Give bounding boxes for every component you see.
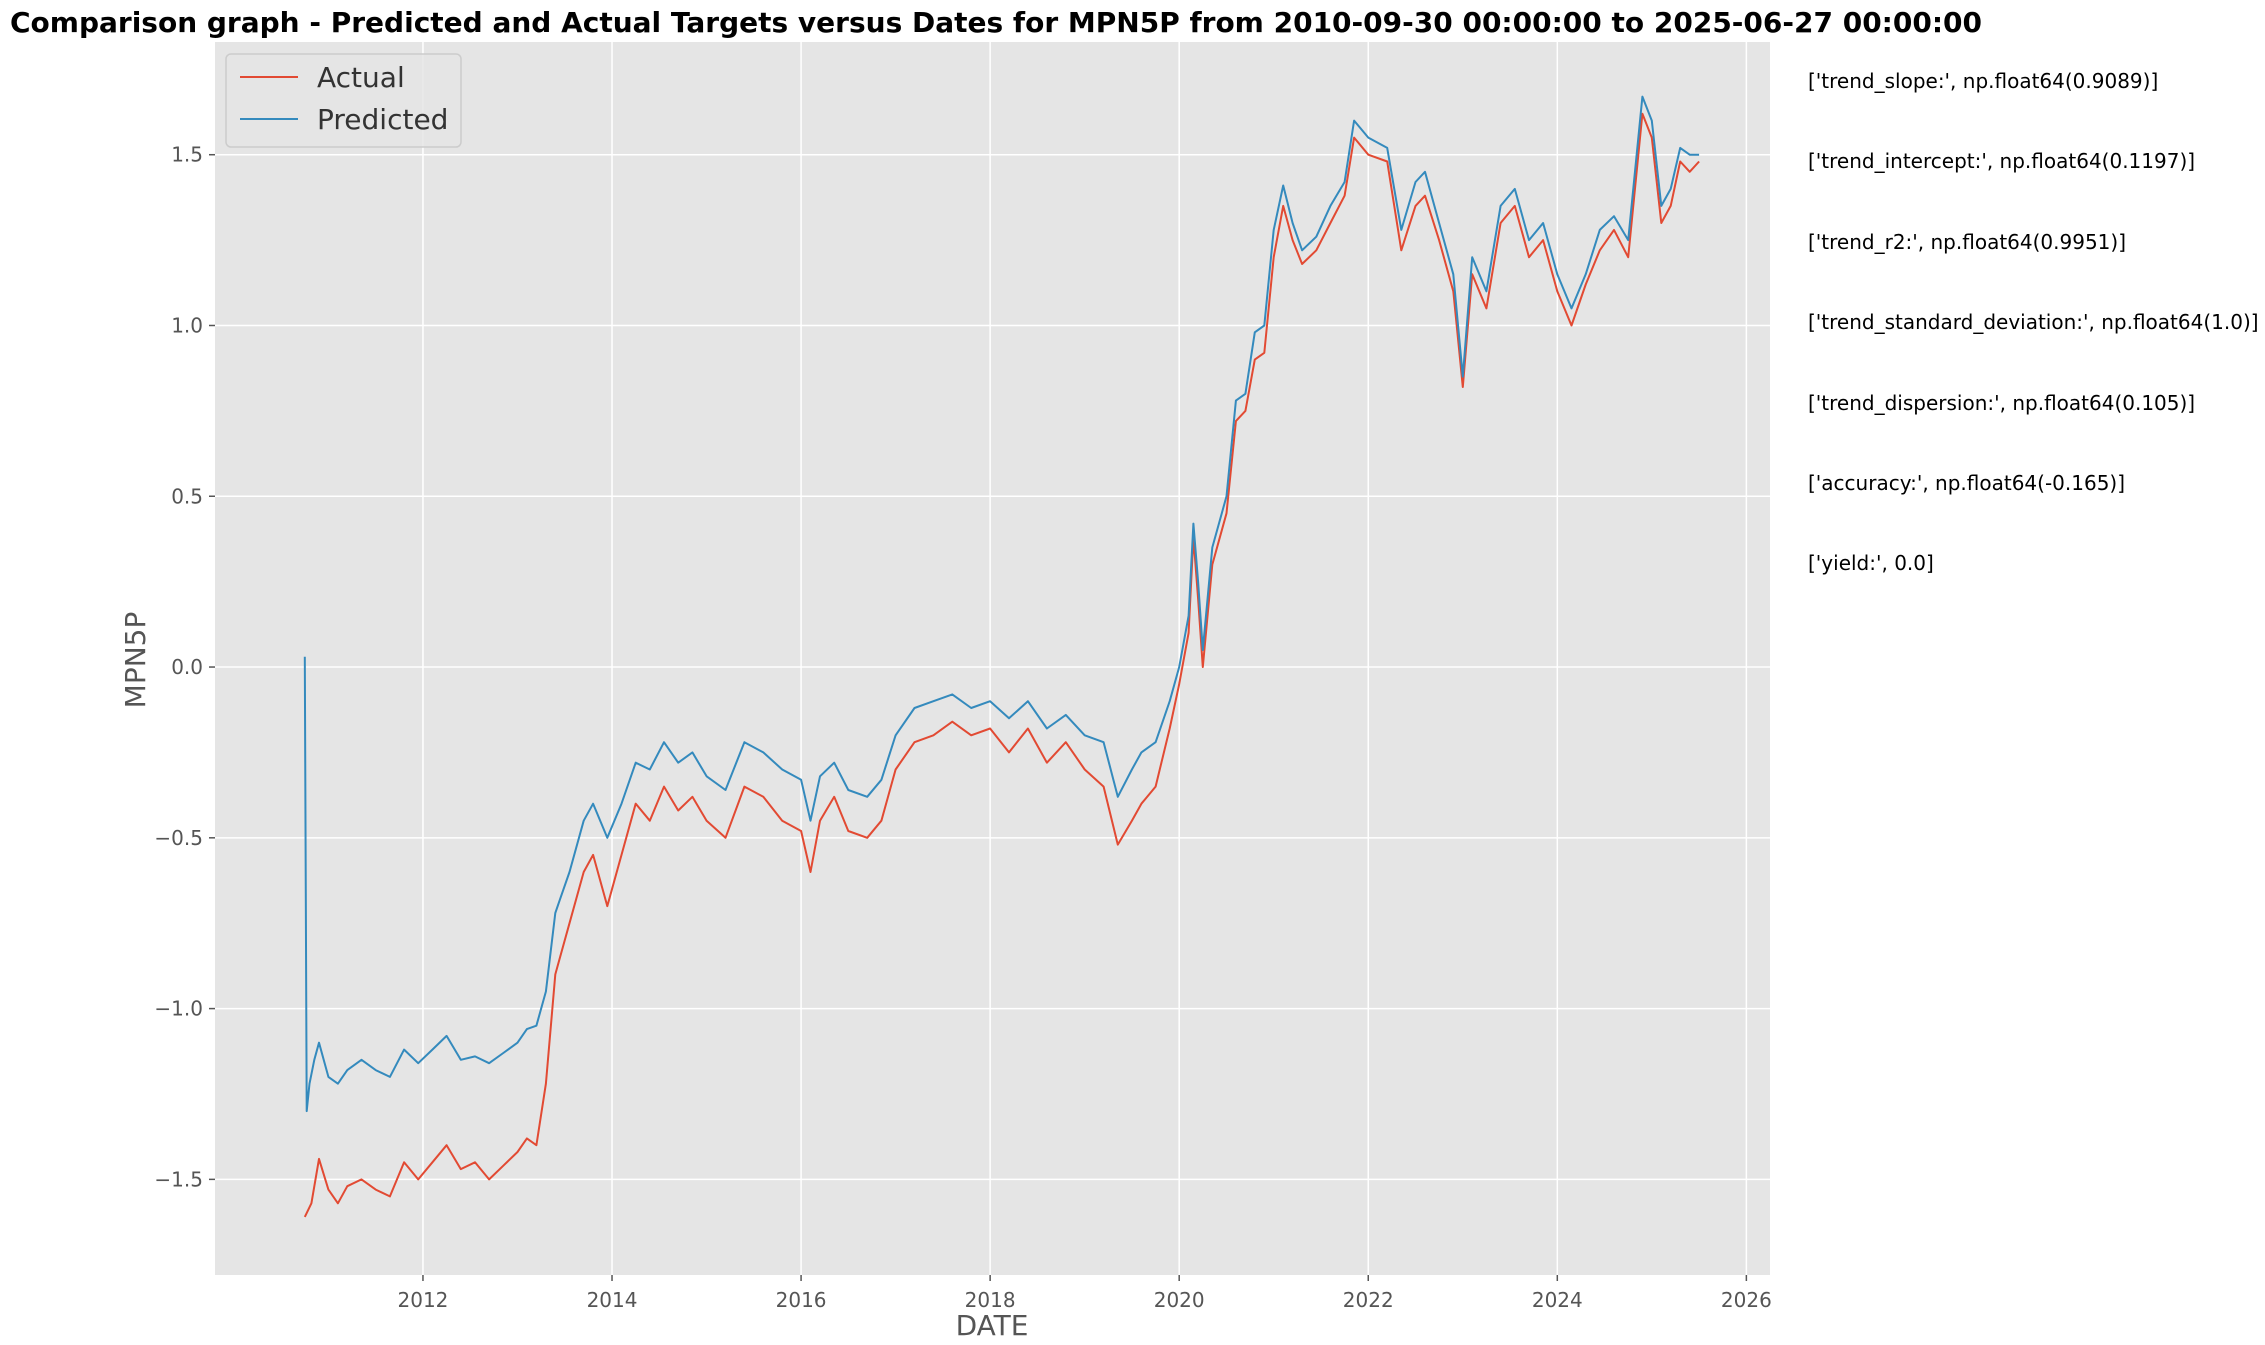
x-tick-label: 2022: [1343, 1288, 1394, 1312]
x-tick-label: 2024: [1532, 1288, 1583, 1312]
y-tick-label: 1.5: [171, 143, 203, 167]
stat-accuracy: ['accuracy:', np.float64(-0.165)]: [1808, 471, 2125, 495]
x-tick-label: 2018: [965, 1288, 1016, 1312]
plot-area: [215, 42, 1770, 1275]
series-line-actual: [303, 112, 1700, 1218]
y-tick-label: −1.5: [154, 1167, 203, 1191]
y-tick-label: 1.0: [171, 313, 203, 337]
series-line-predicted: [303, 95, 1700, 1113]
legend-label-predicted: Predicted: [317, 103, 448, 136]
y-tick-label: −1.0: [154, 997, 203, 1021]
tick-labels: 2012 2014 2016 2018 2020 2022 2024 2026 −1.5 −1.0…: [154, 143, 1771, 1312]
stat-trend-intercept: ['trend_intercept:', np.float64(0.1197)]: [1808, 149, 2195, 173]
x-tick-label: 2026: [1721, 1288, 1772, 1312]
x-tick-label: 2016: [776, 1288, 827, 1312]
stat-trend-slope: ['trend_slope:', np.float64(0.9089)]: [1808, 69, 2158, 93]
legend-label-actual: Actual: [317, 61, 405, 94]
y-tick-label: 0.5: [171, 484, 203, 508]
chart-title: Comparison graph - Predicted and Actual …: [10, 6, 1982, 39]
y-tick-label: −0.5: [154, 826, 203, 850]
stat-trend-standard-deviation: ['trend_standard_deviation:', np.float64…: [1808, 310, 2259, 334]
series-lines: [303, 95, 1700, 1218]
y-axis-label: MPN5P: [119, 612, 152, 709]
x-tick-label: 2014: [587, 1288, 638, 1312]
stat-trend-dispersion: ['trend_dispersion:', np.float64(0.105)]: [1808, 391, 2195, 415]
stat-yield: ['yield:', 0.0]: [1808, 551, 1934, 575]
y-tick-label: 0.0: [171, 655, 203, 679]
x-tick-label: 2012: [398, 1288, 449, 1312]
grid: [215, 42, 1770, 1275]
x-tick-label: 2020: [1154, 1288, 1205, 1312]
stat-trend-r2: ['trend_r2:', np.float64(0.9951)]: [1808, 230, 2126, 254]
x-axis-label: DATE: [956, 1309, 1029, 1342]
legend: Actual Predicted: [225, 53, 462, 148]
stats-annotations: ['trend_slope:', np.float64(0.9089)] ['t…: [1808, 69, 2259, 575]
